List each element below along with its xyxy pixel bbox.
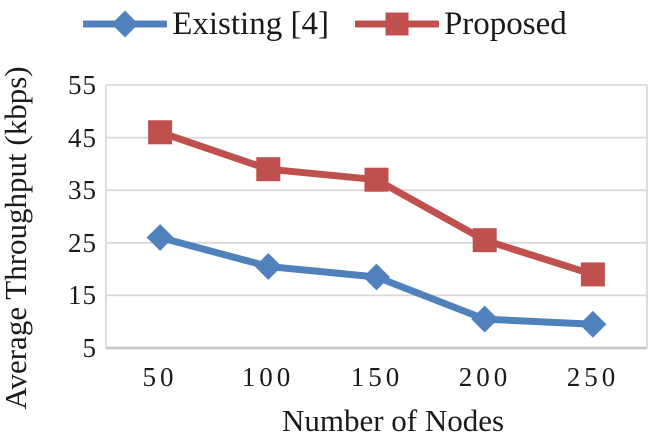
square-marker-icon <box>354 12 439 36</box>
gridlines <box>106 84 647 350</box>
y-tick-label-5: 5 <box>83 333 98 363</box>
series-existing <box>146 224 607 338</box>
y-tick-label-25: 25 <box>68 228 97 258</box>
diamond-marker-icon <box>83 10 168 38</box>
legend-item-proposed: Proposed <box>354 6 567 42</box>
series-proposed <box>148 120 605 287</box>
x-tick-label-200: 200 <box>459 362 512 392</box>
x-axis-tick-labels: 50 100 150 200 250 <box>143 362 620 392</box>
y-tick-label-15: 15 <box>68 280 97 310</box>
y-tick-label-35: 35 <box>68 175 97 205</box>
x-tick-label-100: 100 <box>242 362 295 392</box>
y-axis-title: Average Throughput (kbps) <box>0 66 33 409</box>
y-tick-label-55: 55 <box>68 70 97 100</box>
legend-item-existing: Existing [4] <box>83 6 329 42</box>
x-tick-label-50: 50 <box>143 362 178 392</box>
y-tick-label-45: 45 <box>68 123 97 153</box>
x-tick-label-150: 150 <box>351 362 404 392</box>
legend-label-existing: Existing [4] <box>172 6 329 42</box>
x-axis-title: Number of Nodes <box>282 403 504 438</box>
y-axis-tick-labels: 55 45 35 25 15 5 <box>68 70 98 363</box>
legend-label-proposed: Proposed <box>443 6 567 42</box>
legend: Existing [4] Proposed <box>0 6 650 42</box>
x-tick-label-250: 250 <box>567 362 620 392</box>
